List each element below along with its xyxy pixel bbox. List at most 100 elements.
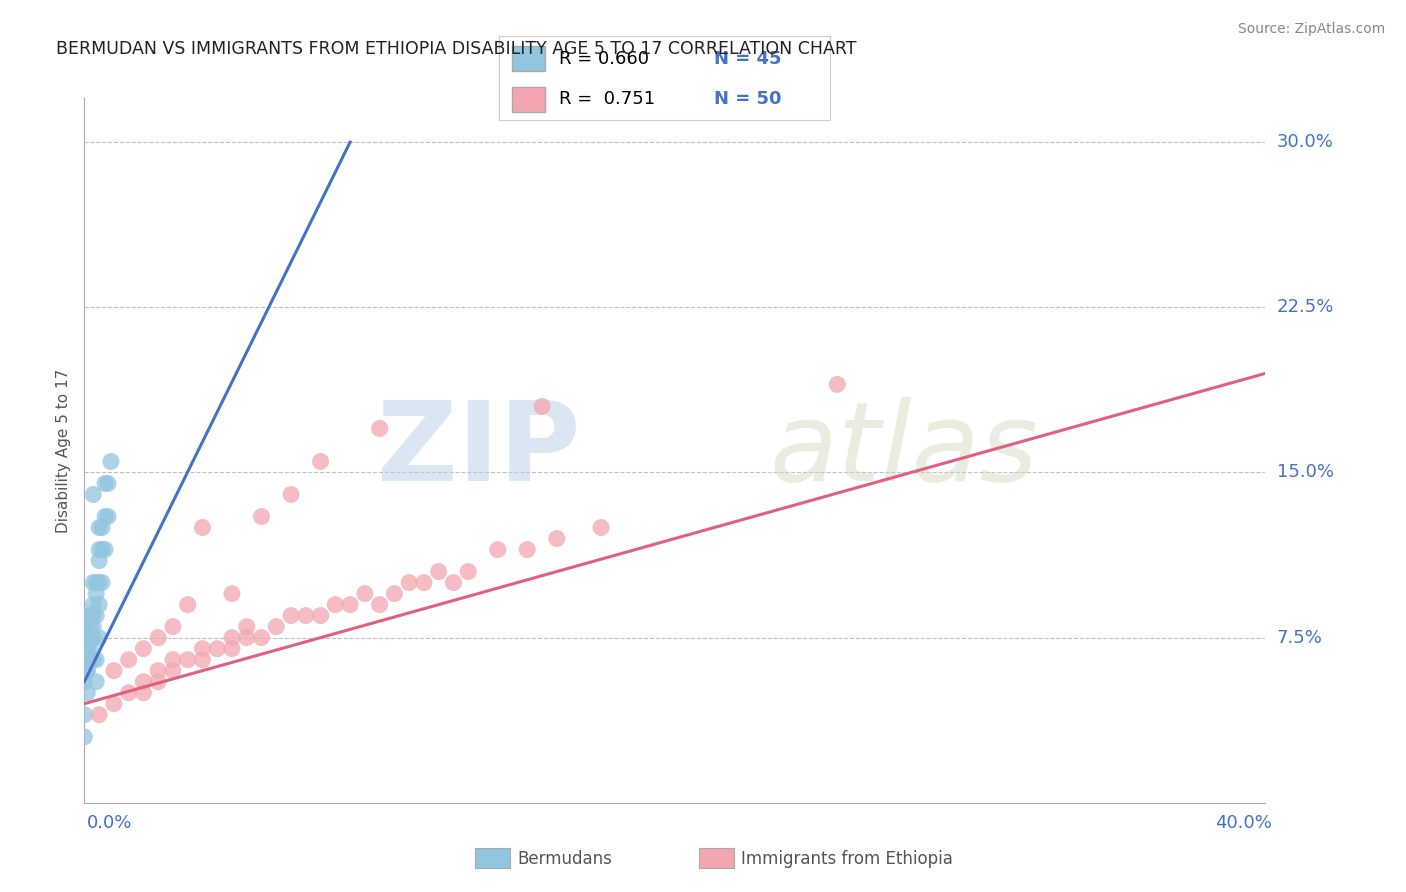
- Point: [73, 707, 96, 722]
- Point: [427, 565, 450, 579]
- Point: [457, 565, 479, 579]
- Point: [368, 598, 391, 612]
- Text: N = 50: N = 50: [714, 90, 782, 108]
- Point: [82, 487, 104, 501]
- Point: [76, 664, 98, 678]
- Point: [827, 377, 849, 392]
- Text: 22.5%: 22.5%: [1277, 298, 1334, 317]
- Text: 7.5%: 7.5%: [1277, 629, 1323, 647]
- Point: [103, 697, 125, 711]
- Point: [591, 520, 613, 534]
- Point: [84, 653, 107, 667]
- Point: [354, 586, 377, 600]
- Point: [235, 631, 259, 645]
- Point: [486, 542, 509, 557]
- Text: Bermudans: Bermudans: [517, 850, 612, 868]
- Point: [177, 598, 200, 612]
- Point: [264, 619, 288, 633]
- Point: [76, 641, 98, 656]
- Point: [280, 487, 302, 501]
- Point: [73, 674, 96, 689]
- Text: Source: ZipAtlas.com: Source: ZipAtlas.com: [1237, 22, 1385, 37]
- Point: [87, 520, 111, 534]
- Point: [94, 509, 117, 524]
- Point: [73, 653, 96, 667]
- Point: [94, 542, 117, 557]
- Point: [162, 619, 184, 633]
- Point: [309, 608, 332, 623]
- Point: [82, 619, 104, 633]
- Point: [132, 686, 155, 700]
- Point: [87, 631, 111, 645]
- Point: [339, 598, 361, 612]
- Point: [87, 542, 111, 557]
- Point: [87, 575, 111, 590]
- Point: [76, 686, 98, 700]
- Text: 0.0%: 0.0%: [87, 814, 132, 831]
- Point: [250, 631, 273, 645]
- Point: [323, 598, 347, 612]
- Point: [82, 608, 104, 623]
- Point: [100, 454, 122, 468]
- Point: [441, 575, 464, 590]
- Text: R =  0.751: R = 0.751: [558, 90, 655, 108]
- Point: [546, 532, 568, 546]
- Point: [118, 686, 141, 700]
- Point: [309, 454, 332, 468]
- Text: BERMUDAN VS IMMIGRANTS FROM ETHIOPIA DISABILITY AGE 5 TO 17 CORRELATION CHART: BERMUDAN VS IMMIGRANTS FROM ETHIOPIA DIS…: [56, 40, 856, 58]
- Point: [76, 664, 98, 678]
- FancyBboxPatch shape: [512, 87, 546, 112]
- Point: [82, 598, 104, 612]
- Point: [250, 509, 273, 524]
- Point: [87, 598, 111, 612]
- Point: [132, 674, 155, 689]
- Point: [82, 653, 104, 667]
- Point: [91, 520, 114, 534]
- Point: [191, 641, 214, 656]
- Text: ZIP: ZIP: [377, 397, 581, 504]
- Point: [79, 608, 101, 623]
- Point: [82, 631, 104, 645]
- Text: Immigrants from Ethiopia: Immigrants from Ethiopia: [741, 850, 953, 868]
- Point: [148, 664, 170, 678]
- Point: [87, 553, 111, 567]
- Text: 15.0%: 15.0%: [1277, 464, 1333, 482]
- Point: [221, 641, 243, 656]
- Point: [148, 674, 170, 689]
- Point: [79, 653, 101, 667]
- Point: [382, 586, 406, 600]
- Y-axis label: Disability Age 5 to 17: Disability Age 5 to 17: [56, 368, 72, 533]
- Point: [516, 542, 538, 557]
- Point: [162, 653, 184, 667]
- Text: N = 45: N = 45: [714, 50, 782, 68]
- Point: [177, 653, 200, 667]
- Point: [103, 664, 125, 678]
- Point: [79, 641, 101, 656]
- Point: [73, 619, 96, 633]
- Point: [84, 575, 107, 590]
- Point: [79, 608, 101, 623]
- Point: [79, 631, 101, 645]
- Point: [530, 400, 553, 414]
- Point: [132, 641, 155, 656]
- Point: [118, 653, 141, 667]
- Point: [205, 641, 228, 656]
- FancyBboxPatch shape: [512, 45, 546, 71]
- Point: [221, 631, 243, 645]
- Point: [84, 586, 107, 600]
- Point: [413, 575, 436, 590]
- Point: [73, 730, 96, 744]
- Point: [97, 509, 120, 524]
- Text: 30.0%: 30.0%: [1277, 133, 1333, 151]
- Point: [76, 641, 98, 656]
- Text: R = 0.660: R = 0.660: [558, 50, 648, 68]
- Point: [280, 608, 302, 623]
- Point: [84, 674, 107, 689]
- Point: [97, 476, 120, 491]
- Point: [191, 520, 214, 534]
- Point: [221, 586, 243, 600]
- Point: [76, 631, 98, 645]
- Point: [368, 421, 391, 435]
- Point: [295, 608, 318, 623]
- Point: [79, 619, 101, 633]
